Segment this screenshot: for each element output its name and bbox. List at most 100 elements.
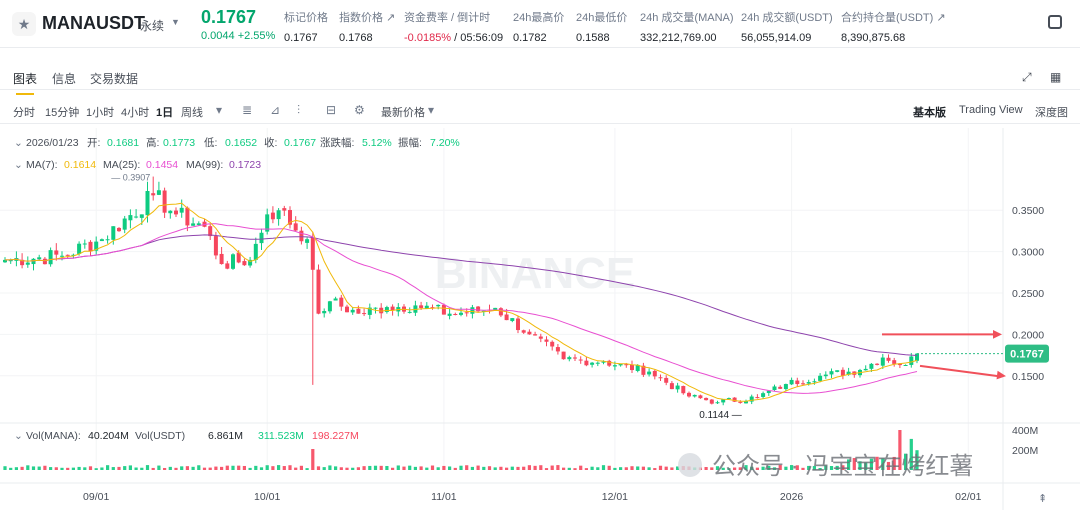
candle-style-icon[interactable]: ⫶ — [297, 103, 301, 117]
volume-bar — [847, 459, 851, 470]
symbol-name[interactable]: MANAUSDT — [42, 13, 145, 33]
volume-bar — [738, 467, 742, 470]
candle-body — [721, 399, 726, 403]
ma25-label: MA(25): — [103, 159, 140, 171]
volume-bar — [715, 466, 720, 470]
volume-bar — [259, 467, 264, 470]
candle-body — [527, 331, 532, 335]
volume-bar — [755, 467, 759, 470]
candle-body — [555, 347, 560, 352]
ticker-bar: ★ MANAUSDT 永续 ▼ 0.1767 0.0044 +2.55% 标记价… — [0, 0, 1080, 48]
star-icon[interactable]: ★ — [12, 12, 36, 36]
view-depth[interactable]: 深度图 — [1035, 107, 1068, 119]
moving-averages — [4, 202, 918, 402]
candle-body — [407, 311, 412, 313]
interval-1d[interactable]: 1日 — [156, 107, 174, 119]
tab-trading-data[interactable]: 交易数据 — [90, 72, 139, 86]
candle-body — [795, 380, 800, 385]
tab-chart[interactable]: 图表 — [13, 72, 38, 95]
more-intervals-icon[interactable]: ▾ — [216, 103, 223, 117]
volume-bar — [624, 467, 628, 470]
interval-15m[interactable]: 15分钟 — [45, 107, 80, 119]
candle-body — [231, 254, 235, 269]
interval-1w[interactable]: 周线 — [181, 107, 203, 119]
ma-legend: ⌄ MA(7): 0.1614 MA(25): 0.1454 MA(99): 0… — [14, 159, 261, 171]
volume-bar — [231, 465, 235, 470]
candle-body — [704, 397, 709, 401]
stat-open-interest[interactable]: 合约持仓量(USDT) ↗ 8,390,875.68 — [841, 9, 946, 44]
drawing-icon[interactable]: ⊿ — [270, 103, 281, 117]
contract-type[interactable]: 永续 — [140, 19, 165, 33]
candle-body — [253, 243, 258, 260]
candle-body — [521, 330, 526, 333]
chevron-down-icon[interactable]: ▼ — [171, 17, 180, 27]
volume-bar — [658, 465, 663, 470]
volume-bar — [88, 466, 93, 470]
volume-bar — [402, 466, 406, 470]
compare-icon[interactable]: ⊟ — [326, 103, 337, 117]
gear-icon[interactable]: ⚙ — [354, 103, 365, 117]
candle-body — [561, 351, 566, 360]
grid-layout-icon[interactable]: ▦ — [1050, 70, 1062, 84]
collapse-icon[interactable]: ⌄ — [14, 137, 23, 149]
volume-bar — [94, 468, 98, 470]
candle-body — [749, 396, 754, 402]
stat-index-price[interactable]: 指数价格 ↗ 0.1768 — [339, 9, 395, 44]
volume-bar — [750, 466, 754, 470]
candle-body — [732, 397, 737, 402]
volume-bar — [282, 466, 286, 470]
candle-body — [607, 360, 612, 366]
volume-bar — [864, 462, 868, 470]
volume-bar — [237, 465, 241, 470]
volume-bar — [733, 467, 737, 470]
candle-body — [578, 359, 583, 361]
stat-value: 0.1588 — [576, 32, 610, 44]
tab-info[interactable]: 信息 — [52, 72, 77, 86]
interval-4h[interactable]: 4小时 — [121, 107, 150, 119]
stat-funding-rate: 资金费率 / 倒计时 -0.0185% / 05:56:09 — [404, 9, 503, 44]
interval-time[interactable]: 分时 — [13, 107, 35, 119]
volume-legend: ⌄ Vol(MANA): 40.204M Vol(USDT) 6.861M 31… — [14, 430, 359, 442]
volume-bar — [641, 466, 645, 470]
candle-body — [498, 308, 503, 316]
price-type-select[interactable]: 最新价格 — [381, 107, 425, 119]
volume-bar — [852, 458, 856, 470]
candle-body — [37, 257, 42, 260]
candle-body — [783, 384, 788, 390]
volume-bar — [527, 465, 531, 470]
volume-bar — [140, 467, 144, 470]
volume-bar — [573, 468, 577, 470]
candle-body — [117, 227, 121, 232]
candle-body — [350, 309, 355, 313]
collapse-icon[interactable]: ⌄ — [14, 430, 23, 442]
price-type-chevron-icon[interactable]: ▾ — [428, 103, 435, 117]
fullscreen-icon[interactable]: ⤢ — [1022, 70, 1032, 84]
expand-icon[interactable] — [1048, 15, 1062, 29]
candle-body — [618, 363, 623, 366]
candle-body — [299, 230, 304, 242]
candle-body — [356, 308, 361, 314]
ma99-line — [4, 234, 918, 356]
collapse-icon[interactable]: ⌄ — [14, 159, 23, 171]
candle-body — [339, 297, 344, 307]
view-trading-view[interactable]: Trading View — [959, 104, 1023, 116]
arrow-support — [919, 364, 999, 378]
stat-mark-price: 标记价格 0.1767 — [284, 9, 328, 44]
stat-label: 24h 成交量(MANA) — [640, 12, 734, 24]
candle-body — [510, 318, 515, 321]
binance-watermark: BINANCE — [435, 249, 635, 298]
candle-body — [698, 395, 703, 399]
candle-body — [219, 253, 224, 265]
candle-body — [265, 214, 270, 232]
price-chart[interactable]: BINANCE 0.3500 0.3000 0.2500 0.2000 0.1500 09… — [0, 128, 1080, 510]
volume-bar — [619, 467, 623, 470]
candle-body — [915, 353, 919, 361]
volume-bar — [448, 466, 452, 470]
indicator-icon[interactable]: ≣ — [242, 103, 253, 117]
candle-body — [641, 365, 646, 375]
volume-bar — [271, 466, 275, 470]
volume-bar — [248, 467, 252, 470]
volume-bar — [510, 466, 514, 470]
view-basic[interactable]: 基本版 — [913, 107, 946, 119]
interval-1h[interactable]: 1小时 — [86, 107, 115, 119]
